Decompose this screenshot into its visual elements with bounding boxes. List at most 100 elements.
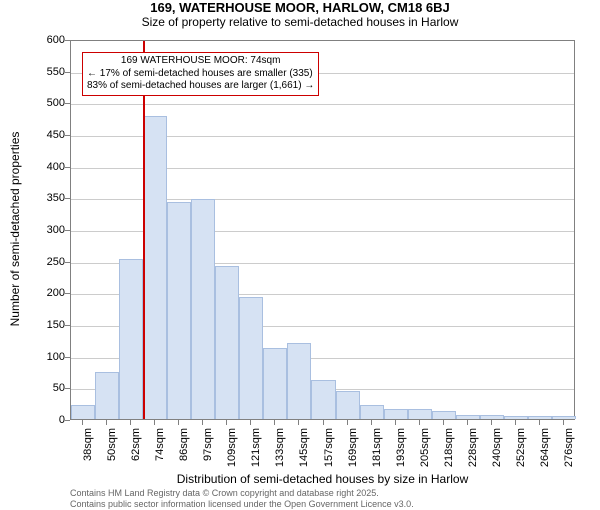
x-tick-mark [226, 420, 227, 425]
y-tick-mark [65, 262, 70, 263]
histogram-bar [95, 372, 119, 420]
histogram-bar [119, 259, 143, 419]
annotation-line: ← 17% of semi-detached houses are smalle… [87, 68, 314, 81]
histogram-bar [239, 297, 263, 419]
x-tick-label: 264sqm [539, 428, 551, 478]
x-tick-mark [563, 420, 564, 425]
histogram-bar [456, 415, 480, 419]
annotation-box: 169 WATERHOUSE MOOR: 74sqm← 17% of semi-… [82, 52, 319, 96]
histogram-bar [215, 266, 239, 419]
histogram-bar [504, 416, 528, 419]
x-tick-label: 97sqm [202, 428, 214, 478]
y-tick-label: 300 [35, 224, 65, 236]
x-tick-label: 62sqm [130, 428, 142, 478]
histogram-bar [287, 343, 311, 419]
x-tick-mark [539, 420, 540, 425]
x-tick-label: 50sqm [106, 428, 118, 478]
x-tick-mark [323, 420, 324, 425]
x-tick-mark [82, 420, 83, 425]
histogram-bar [191, 199, 215, 419]
x-tick-label: 193sqm [395, 428, 407, 478]
y-tick-mark [65, 135, 70, 136]
histogram-bar [167, 202, 191, 419]
y-tick-mark [65, 230, 70, 231]
histogram-bar [311, 380, 335, 419]
y-tick-mark [65, 40, 70, 41]
gridline [71, 104, 574, 105]
histogram-bar [360, 405, 384, 419]
x-tick-label: 218sqm [443, 428, 455, 478]
x-tick-label: 145sqm [298, 428, 310, 478]
y-tick-label: 150 [35, 319, 65, 331]
x-tick-mark [154, 420, 155, 425]
x-tick-label: 228sqm [467, 428, 479, 478]
y-tick-mark [65, 293, 70, 294]
y-axis-label: Number of semi-detached properties [8, 39, 22, 419]
y-tick-label: 250 [35, 256, 65, 268]
y-tick-label: 550 [35, 66, 65, 78]
x-tick-label: 133sqm [274, 428, 286, 478]
y-tick-label: 400 [35, 161, 65, 173]
chart-title: 169, WATERHOUSE MOOR, HARLOW, CM18 6BJ [0, 0, 600, 15]
y-tick-label: 500 [35, 97, 65, 109]
histogram-bar [408, 409, 432, 419]
plot-area [70, 40, 575, 420]
y-tick-label: 350 [35, 192, 65, 204]
x-tick-mark [274, 420, 275, 425]
y-tick-mark [65, 198, 70, 199]
x-tick-mark [515, 420, 516, 425]
x-tick-label: 157sqm [323, 428, 335, 478]
histogram-bar [71, 405, 95, 419]
credits-line-1: Contains HM Land Registry data © Crown c… [70, 488, 414, 499]
y-tick-mark [65, 388, 70, 389]
x-tick-mark [491, 420, 492, 425]
y-tick-label: 100 [35, 351, 65, 363]
x-tick-label: 38sqm [82, 428, 94, 478]
y-tick-label: 600 [35, 34, 65, 46]
x-tick-label: 181sqm [371, 428, 383, 478]
x-tick-label: 252sqm [515, 428, 527, 478]
x-tick-mark [178, 420, 179, 425]
chart-subtitle: Size of property relative to semi-detach… [0, 15, 600, 29]
x-tick-mark [443, 420, 444, 425]
x-tick-label: 276sqm [563, 428, 575, 478]
x-tick-mark [298, 420, 299, 425]
x-tick-label: 121sqm [250, 428, 262, 478]
x-tick-mark [106, 420, 107, 425]
y-tick-mark [65, 420, 70, 421]
y-tick-mark [65, 357, 70, 358]
y-tick-mark [65, 103, 70, 104]
x-tick-label: 240sqm [491, 428, 503, 478]
y-tick-mark [65, 325, 70, 326]
histogram-bar [143, 116, 167, 419]
x-tick-mark [419, 420, 420, 425]
x-tick-mark [371, 420, 372, 425]
credits-line-2: Contains public sector information licen… [70, 499, 414, 510]
x-tick-label: 109sqm [226, 428, 238, 478]
x-tick-mark [202, 420, 203, 425]
histogram-bar [336, 391, 360, 420]
histogram-bar [528, 416, 552, 419]
x-tick-mark [347, 420, 348, 425]
x-tick-label: 86sqm [178, 428, 190, 478]
histogram-bar [384, 409, 408, 419]
histogram-bar [263, 348, 287, 419]
x-tick-mark [250, 420, 251, 425]
y-tick-mark [65, 167, 70, 168]
histogram-bar [552, 416, 576, 419]
histogram-bar [432, 411, 456, 419]
y-tick-mark [65, 72, 70, 73]
annotation-line: 83% of semi-detached houses are larger (… [87, 80, 314, 93]
y-tick-label: 450 [35, 129, 65, 141]
x-tick-label: 74sqm [154, 428, 166, 478]
x-tick-mark [130, 420, 131, 425]
histogram-chart: 169, WATERHOUSE MOOR, HARLOW, CM18 6BJ S… [0, 0, 600, 500]
x-tick-label: 169sqm [347, 428, 359, 478]
y-tick-label: 0 [35, 414, 65, 426]
y-tick-label: 200 [35, 287, 65, 299]
annotation-line: 169 WATERHOUSE MOOR: 74sqm [87, 55, 314, 68]
credits: Contains HM Land Registry data © Crown c… [70, 488, 414, 510]
x-tick-mark [467, 420, 468, 425]
property-marker-line [143, 41, 145, 419]
x-tick-mark [395, 420, 396, 425]
